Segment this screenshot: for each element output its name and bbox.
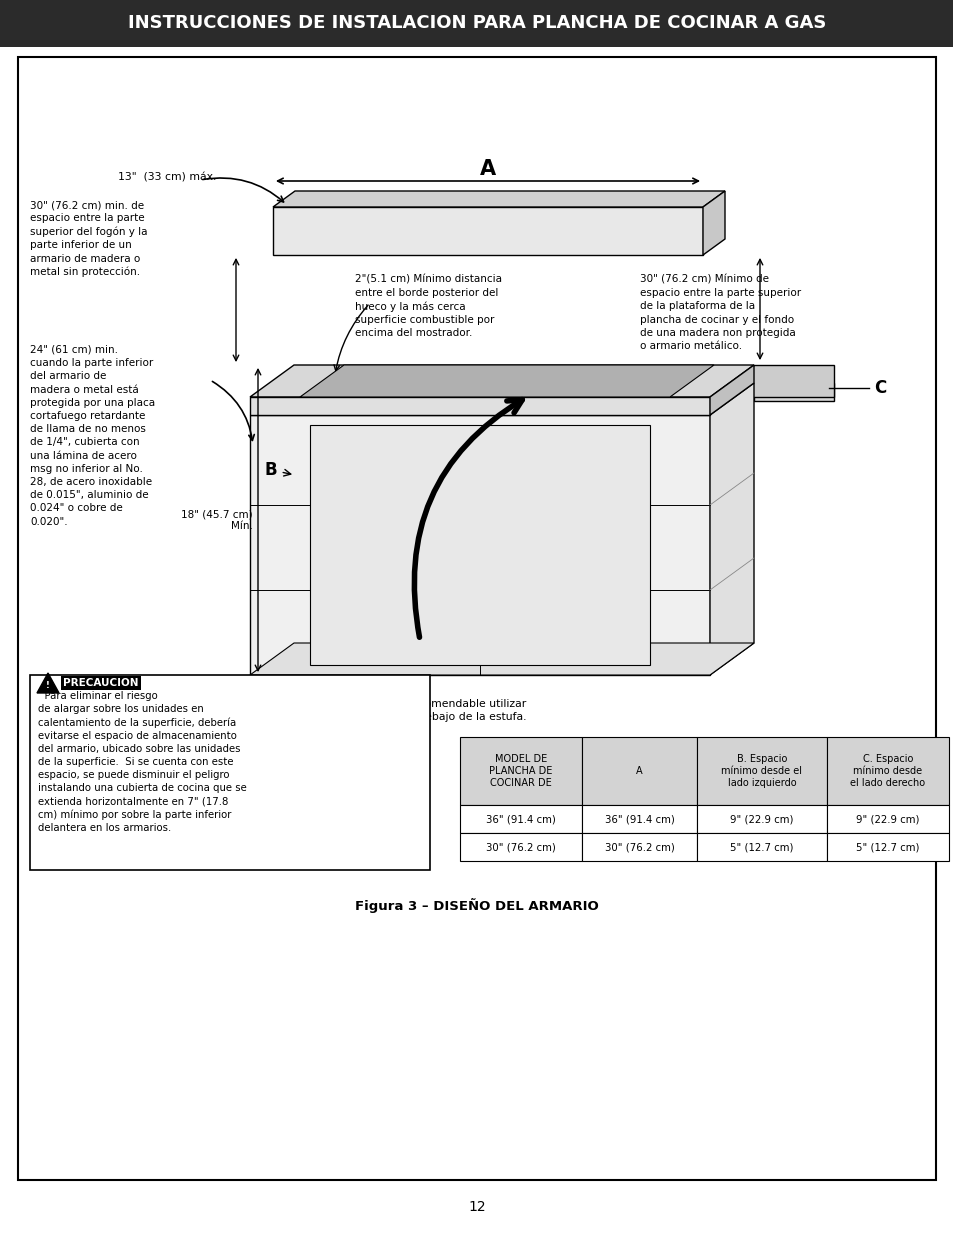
Bar [581, 737, 697, 805]
Bar [0, 0, 953, 47]
Text: 30" (76.2 cm): 30" (76.2 cm) [604, 842, 674, 852]
Text: B. Espacio
mínimo desde el
lado izquierdo: B. Espacio mínimo desde el lado izquierd… [720, 753, 801, 788]
Text: Figura 3 – DISEÑO DEL ARMARIO: Figura 3 – DISEÑO DEL ARMARIO [355, 898, 598, 913]
Polygon shape [250, 643, 753, 676]
Bar [826, 737, 948, 805]
Text: 9" (22.9 cm): 9" (22.9 cm) [856, 814, 919, 824]
Bar [273, 207, 702, 254]
Text: MODEL DE
PLANCHA DE
COCINAR DE: MODEL DE PLANCHA DE COCINAR DE [489, 753, 552, 788]
Text: No es recomendable utilizar
cajones debajo de la estufa.: No es recomendable utilizar cajones deba… [373, 699, 526, 722]
Text: 24" (61 cm): 24" (61 cm) [264, 697, 325, 706]
Polygon shape [709, 366, 833, 396]
Bar [250, 415, 709, 676]
Bar [697, 737, 826, 805]
Text: B: B [265, 461, 291, 479]
Bar [826, 805, 948, 832]
Text: C: C [873, 379, 885, 396]
Bar [697, 832, 826, 861]
Text: 36" (91.4 cm): 36" (91.4 cm) [604, 814, 674, 824]
Text: INSTRUCCIONES DE INSTALACION PARA PLANCHA DE COCINAR A GAS: INSTRUCCIONES DE INSTALACION PARA PLANCH… [128, 15, 825, 32]
Polygon shape [709, 366, 753, 415]
Text: 18" (45.7 cm)
Mín.: 18" (45.7 cm) Mín. [181, 509, 253, 531]
Polygon shape [709, 383, 753, 676]
Text: A: A [479, 159, 496, 179]
Bar [30, 676, 430, 869]
Text: 30" (76.2 cm): 30" (76.2 cm) [485, 842, 556, 852]
Bar [459, 805, 581, 832]
Bar [250, 396, 709, 415]
Text: Para eliminar el riesgo
de alargar sobre los unidades en
calentamiento de la sup: Para eliminar el riesgo de alargar sobre… [38, 692, 247, 832]
Text: 13"  (33 cm) máx.: 13" (33 cm) máx. [118, 173, 216, 183]
Bar [310, 425, 649, 664]
Bar [459, 737, 581, 805]
Text: 24" (61 cm) min.
cuando la parte inferior
del armario de
madera o metal está
pro: 24" (61 cm) min. cuando la parte inferio… [30, 345, 155, 526]
Polygon shape [702, 191, 724, 254]
Polygon shape [273, 191, 724, 207]
Text: 30" (76.2 cm) min. de
espacio entre la parte
superior del fogón y la
parte infer: 30" (76.2 cm) min. de espacio entre la p… [30, 200, 148, 278]
Polygon shape [250, 366, 753, 396]
Bar [581, 832, 697, 861]
Text: 12: 12 [468, 1200, 485, 1214]
Bar [581, 805, 697, 832]
Text: PRECAUCION: PRECAUCION [63, 678, 138, 688]
Text: A: A [636, 766, 642, 776]
Polygon shape [753, 383, 833, 401]
Text: !: ! [46, 680, 50, 689]
Text: 5" (12.7 cm): 5" (12.7 cm) [729, 842, 793, 852]
Polygon shape [299, 366, 713, 396]
Text: 36" (91.4 cm): 36" (91.4 cm) [485, 814, 556, 824]
Bar [697, 805, 826, 832]
Text: C. Espacio
mínimo desde
el lado derecho: C. Espacio mínimo desde el lado derecho [849, 753, 924, 788]
Text: 5" (12.7 cm): 5" (12.7 cm) [856, 842, 919, 852]
Text: 2"(5.1 cm) Mínimo distancia
entre el borde posterior del
hueco y la más cerca
su: 2"(5.1 cm) Mínimo distancia entre el bor… [355, 275, 501, 338]
Text: 30" (76.2 cm) Mínimo de
espacio entre la parte superior
de la plataforma de la
p: 30" (76.2 cm) Mínimo de espacio entre la… [639, 275, 801, 351]
Polygon shape [37, 673, 59, 693]
Bar [459, 832, 581, 861]
Text: 9" (22.9 cm): 9" (22.9 cm) [729, 814, 793, 824]
Bar [826, 832, 948, 861]
